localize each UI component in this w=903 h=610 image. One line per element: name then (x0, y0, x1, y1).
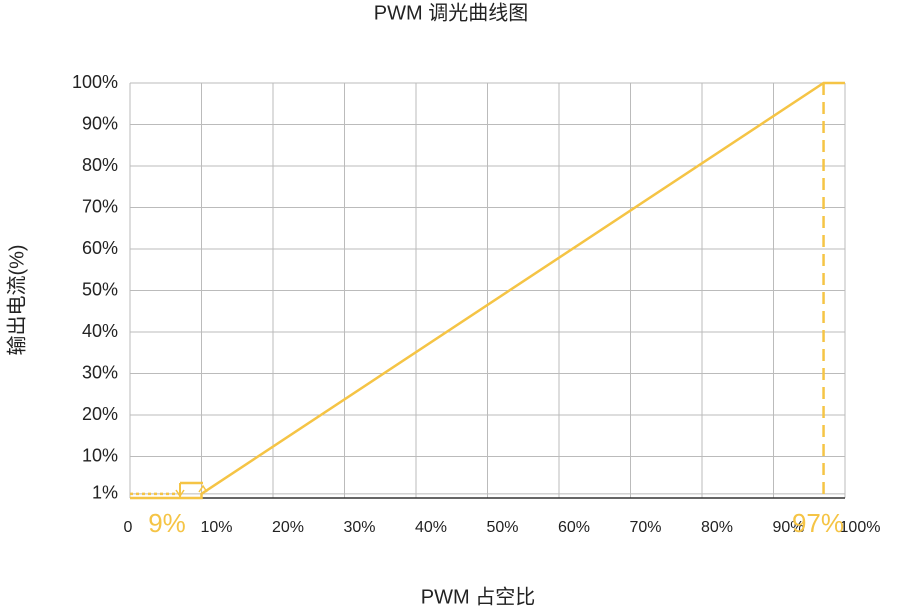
x-tick-label: 20% (272, 519, 304, 536)
y-tick-label: 10% (82, 445, 118, 465)
x-tick-label: 60% (558, 519, 590, 536)
y-tick-label: 80% (82, 155, 118, 175)
y-axis-label: 输出电流(%) (5, 244, 28, 355)
annotation: 9% (148, 508, 186, 538)
x-tick-label: 50% (486, 519, 518, 536)
x-tick-label: 100% (840, 519, 881, 536)
x-axis-label: PWM 占空比 (421, 585, 535, 608)
y-tick-label: 30% (82, 362, 118, 382)
arrow-up (198, 484, 208, 493)
x-tick-label: 80% (701, 519, 733, 536)
y-tick-label: 40% (82, 321, 118, 341)
y-tick-label: 1% (92, 483, 118, 503)
x-tick-label: 30% (343, 519, 375, 536)
x-tick-label: 90% (772, 519, 804, 536)
y-tick-label: 90% (82, 113, 118, 133)
data-line (130, 81, 845, 500)
y-tick-label: 60% (82, 238, 118, 258)
x-tick-label: 70% (629, 519, 661, 536)
chart-title: PWM 调光曲线图 (374, 1, 528, 24)
annotation: 97% (792, 508, 844, 538)
y-tick-label: 50% (82, 279, 118, 299)
x-tick-label: 0 (124, 519, 133, 536)
arrow-down (175, 489, 185, 498)
y-tick-label: 100% (72, 72, 118, 92)
y-tick-label: 70% (82, 196, 118, 216)
x-tick-label: 40% (415, 519, 447, 536)
y-tick-label: 20% (82, 404, 118, 424)
x-tick-label: 10% (200, 519, 232, 536)
